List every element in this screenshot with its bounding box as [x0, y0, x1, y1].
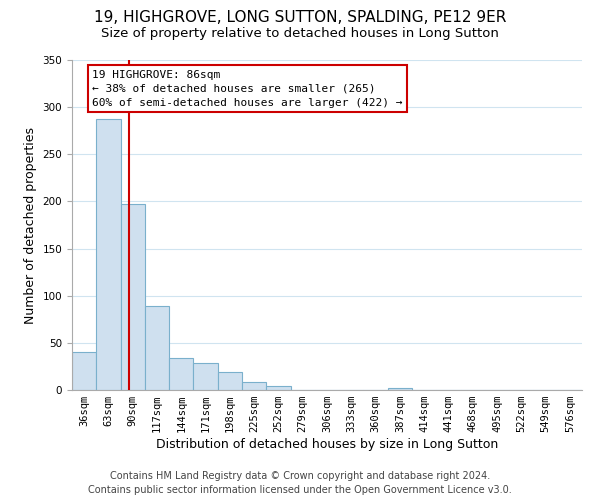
Bar [145, 306, 169, 390]
Bar [218, 372, 242, 390]
Bar [388, 388, 412, 390]
X-axis label: Distribution of detached houses by size in Long Sutton: Distribution of detached houses by size … [156, 438, 498, 451]
Bar [242, 382, 266, 390]
Text: Size of property relative to detached houses in Long Sutton: Size of property relative to detached ho… [101, 28, 499, 40]
Bar [169, 358, 193, 390]
Y-axis label: Number of detached properties: Number of detached properties [24, 126, 37, 324]
Bar [96, 120, 121, 390]
Bar [72, 352, 96, 390]
Text: 19 HIGHGROVE: 86sqm
← 38% of detached houses are smaller (265)
60% of semi-detac: 19 HIGHGROVE: 86sqm ← 38% of detached ho… [92, 70, 403, 108]
Bar [193, 362, 218, 390]
Bar [266, 386, 290, 390]
Text: 19, HIGHGROVE, LONG SUTTON, SPALDING, PE12 9ER: 19, HIGHGROVE, LONG SUTTON, SPALDING, PE… [94, 10, 506, 25]
Bar [121, 204, 145, 390]
Text: Contains HM Land Registry data © Crown copyright and database right 2024.
Contai: Contains HM Land Registry data © Crown c… [88, 471, 512, 495]
